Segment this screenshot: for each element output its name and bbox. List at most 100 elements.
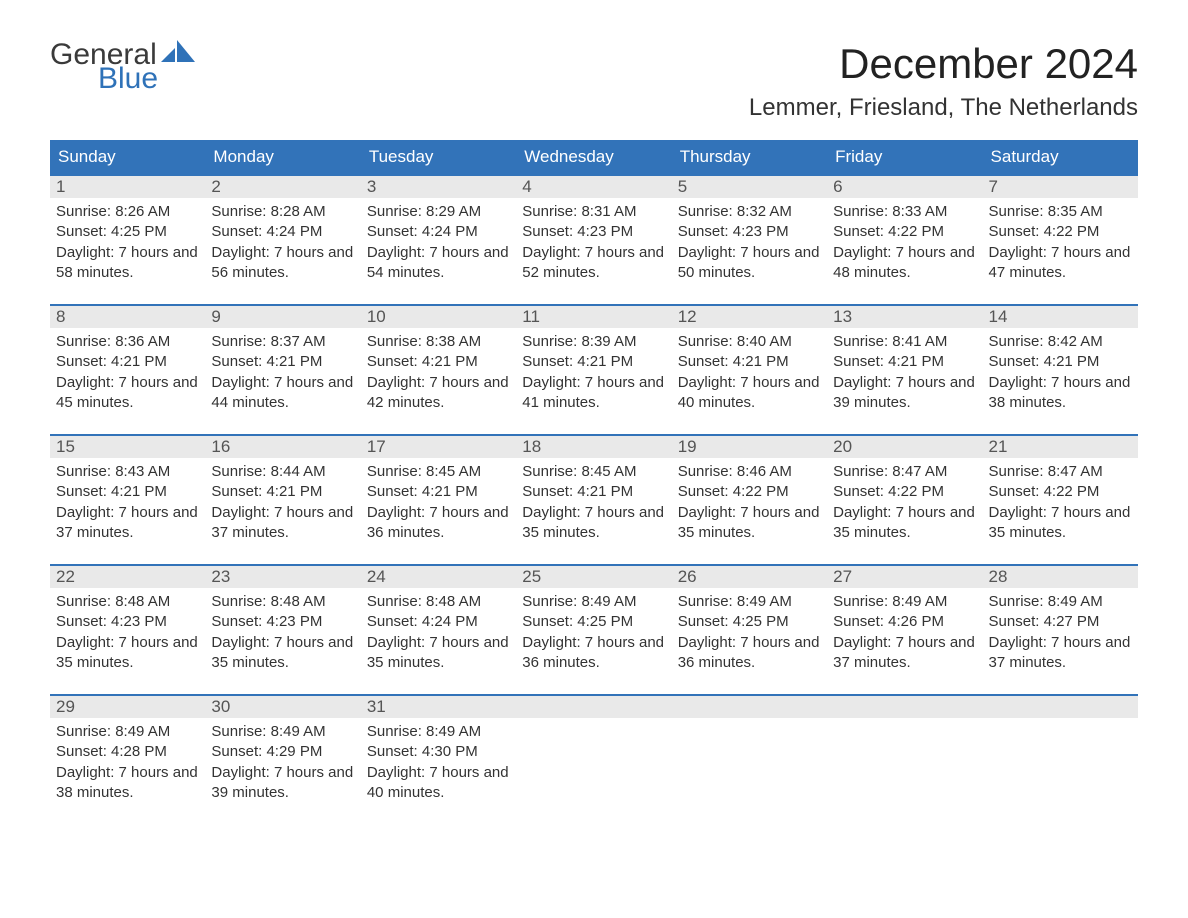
sunset-text: Sunset: 4:21 PM (211, 482, 354, 502)
day-info: Sunrise: 8:37 AMSunset: 4:21 PMDaylight:… (205, 328, 360, 415)
week-row: 1Sunrise: 8:26 AMSunset: 4:25 PMDaylight… (50, 174, 1138, 292)
sunrise-text: Sunrise: 8:48 AM (367, 592, 510, 612)
day-info: Sunrise: 8:26 AMSunset: 4:25 PMDaylight:… (50, 198, 205, 285)
sunset-text: Sunset: 4:22 PM (833, 222, 976, 242)
sail-icon (161, 40, 195, 66)
sunrise-text: Sunrise: 8:46 AM (678, 462, 821, 482)
sunset-text: Sunset: 4:22 PM (989, 482, 1132, 502)
daylight-text: Daylight: 7 hours and 48 minutes. (833, 243, 976, 284)
day-info: Sunrise: 8:38 AMSunset: 4:21 PMDaylight:… (361, 328, 516, 415)
daylight-text: Daylight: 7 hours and 52 minutes. (522, 243, 665, 284)
day-info: Sunrise: 8:49 AMSunset: 4:30 PMDaylight:… (361, 718, 516, 805)
day-number: 31 (361, 696, 516, 718)
month-title: December 2024 (749, 40, 1138, 88)
sunrise-text: Sunrise: 8:49 AM (989, 592, 1132, 612)
sunset-text: Sunset: 4:23 PM (522, 222, 665, 242)
daylight-text: Daylight: 7 hours and 35 minutes. (211, 633, 354, 674)
sunset-text: Sunset: 4:21 PM (522, 352, 665, 372)
location-subtitle: Lemmer, Friesland, The Netherlands (749, 94, 1138, 122)
sunset-text: Sunset: 4:22 PM (989, 222, 1132, 242)
sunrise-text: Sunrise: 8:43 AM (56, 462, 199, 482)
daylight-text: Daylight: 7 hours and 58 minutes. (56, 243, 199, 284)
sunrise-text: Sunrise: 8:49 AM (367, 722, 510, 742)
weekday-header: Saturday (983, 140, 1138, 174)
day-number: 21 (983, 436, 1138, 458)
day-info: Sunrise: 8:47 AMSunset: 4:22 PMDaylight:… (827, 458, 982, 545)
day-info: Sunrise: 8:31 AMSunset: 4:23 PMDaylight:… (516, 198, 671, 285)
day-number: 5 (672, 176, 827, 198)
day-number: 1 (50, 176, 205, 198)
day-number: 8 (50, 306, 205, 328)
day-number: 9 (205, 306, 360, 328)
daylight-text: Daylight: 7 hours and 35 minutes. (367, 633, 510, 674)
day-number: 18 (516, 436, 671, 458)
day-cell: 24Sunrise: 8:48 AMSunset: 4:24 PMDayligh… (361, 566, 516, 682)
day-number: 7 (983, 176, 1138, 198)
day-info: Sunrise: 8:49 AMSunset: 4:26 PMDaylight:… (827, 588, 982, 675)
sunrise-text: Sunrise: 8:48 AM (56, 592, 199, 612)
day-info: Sunrise: 8:33 AMSunset: 4:22 PMDaylight:… (827, 198, 982, 285)
daylight-text: Daylight: 7 hours and 40 minutes. (678, 373, 821, 414)
day-cell: 22Sunrise: 8:48 AMSunset: 4:23 PMDayligh… (50, 566, 205, 682)
sunset-text: Sunset: 4:21 PM (56, 352, 199, 372)
day-number: 23 (205, 566, 360, 588)
day-cell: 13Sunrise: 8:41 AMSunset: 4:21 PMDayligh… (827, 306, 982, 422)
sunset-text: Sunset: 4:28 PM (56, 742, 199, 762)
daylight-text: Daylight: 7 hours and 37 minutes. (211, 503, 354, 544)
week-row: 22Sunrise: 8:48 AMSunset: 4:23 PMDayligh… (50, 564, 1138, 682)
daylight-text: Daylight: 7 hours and 39 minutes. (833, 373, 976, 414)
sunset-text: Sunset: 4:23 PM (678, 222, 821, 242)
daylight-text: Daylight: 7 hours and 36 minutes. (522, 633, 665, 674)
day-cell: 29Sunrise: 8:49 AMSunset: 4:28 PMDayligh… (50, 696, 205, 812)
day-number: 11 (516, 306, 671, 328)
day-info: Sunrise: 8:48 AMSunset: 4:23 PMDaylight:… (205, 588, 360, 675)
daylight-text: Daylight: 7 hours and 56 minutes. (211, 243, 354, 284)
sunset-text: Sunset: 4:22 PM (833, 482, 976, 502)
sunset-text: Sunset: 4:30 PM (367, 742, 510, 762)
day-info: Sunrise: 8:35 AMSunset: 4:22 PMDaylight:… (983, 198, 1138, 285)
daylight-text: Daylight: 7 hours and 37 minutes. (833, 633, 976, 674)
daylight-text: Daylight: 7 hours and 38 minutes. (989, 373, 1132, 414)
sunrise-text: Sunrise: 8:38 AM (367, 332, 510, 352)
day-cell: 6Sunrise: 8:33 AMSunset: 4:22 PMDaylight… (827, 176, 982, 292)
sunset-text: Sunset: 4:25 PM (678, 612, 821, 632)
sunset-text: Sunset: 4:24 PM (367, 222, 510, 242)
day-cell: 8Sunrise: 8:36 AMSunset: 4:21 PMDaylight… (50, 306, 205, 422)
day-info: Sunrise: 8:49 AMSunset: 4:27 PMDaylight:… (983, 588, 1138, 675)
daylight-text: Daylight: 7 hours and 38 minutes. (56, 763, 199, 804)
sunrise-text: Sunrise: 8:32 AM (678, 202, 821, 222)
sunset-text: Sunset: 4:21 PM (367, 482, 510, 502)
day-cell: 7Sunrise: 8:35 AMSunset: 4:22 PMDaylight… (983, 176, 1138, 292)
sunrise-text: Sunrise: 8:45 AM (522, 462, 665, 482)
sunrise-text: Sunrise: 8:47 AM (833, 462, 976, 482)
day-number: 24 (361, 566, 516, 588)
day-cell: 9Sunrise: 8:37 AMSunset: 4:21 PMDaylight… (205, 306, 360, 422)
sunrise-text: Sunrise: 8:42 AM (989, 332, 1132, 352)
day-cell: 18Sunrise: 8:45 AMSunset: 4:21 PMDayligh… (516, 436, 671, 552)
sunrise-text: Sunrise: 8:29 AM (367, 202, 510, 222)
day-info: Sunrise: 8:48 AMSunset: 4:23 PMDaylight:… (50, 588, 205, 675)
weekday-header: Friday (827, 140, 982, 174)
sunrise-text: Sunrise: 8:49 AM (522, 592, 665, 612)
day-info: Sunrise: 8:40 AMSunset: 4:21 PMDaylight:… (672, 328, 827, 415)
day-info: Sunrise: 8:39 AMSunset: 4:21 PMDaylight:… (516, 328, 671, 415)
day-cell: 26Sunrise: 8:49 AMSunset: 4:25 PMDayligh… (672, 566, 827, 682)
day-info: Sunrise: 8:45 AMSunset: 4:21 PMDaylight:… (516, 458, 671, 545)
day-cell: 12Sunrise: 8:40 AMSunset: 4:21 PMDayligh… (672, 306, 827, 422)
day-cell: 2Sunrise: 8:28 AMSunset: 4:24 PMDaylight… (205, 176, 360, 292)
daylight-text: Daylight: 7 hours and 35 minutes. (678, 503, 821, 544)
day-info: Sunrise: 8:49 AMSunset: 4:28 PMDaylight:… (50, 718, 205, 805)
day-info: Sunrise: 8:46 AMSunset: 4:22 PMDaylight:… (672, 458, 827, 545)
sunrise-text: Sunrise: 8:26 AM (56, 202, 199, 222)
day-info: Sunrise: 8:49 AMSunset: 4:29 PMDaylight:… (205, 718, 360, 805)
daylight-text: Daylight: 7 hours and 37 minutes. (989, 633, 1132, 674)
sunset-text: Sunset: 4:23 PM (211, 612, 354, 632)
day-number: 15 (50, 436, 205, 458)
day-cell: 27Sunrise: 8:49 AMSunset: 4:26 PMDayligh… (827, 566, 982, 682)
day-cell: 5Sunrise: 8:32 AMSunset: 4:23 PMDaylight… (672, 176, 827, 292)
header-row: General Blue December 2024 Lemmer, Fries… (50, 40, 1138, 122)
day-number: 2 (205, 176, 360, 198)
weekday-header: Tuesday (361, 140, 516, 174)
sunrise-text: Sunrise: 8:49 AM (833, 592, 976, 612)
day-info: Sunrise: 8:47 AMSunset: 4:22 PMDaylight:… (983, 458, 1138, 545)
